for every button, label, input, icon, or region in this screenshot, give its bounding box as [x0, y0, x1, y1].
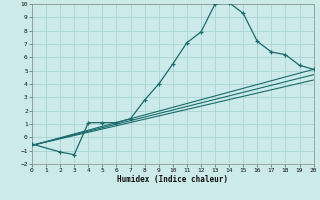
- X-axis label: Humidex (Indice chaleur): Humidex (Indice chaleur): [117, 175, 228, 184]
